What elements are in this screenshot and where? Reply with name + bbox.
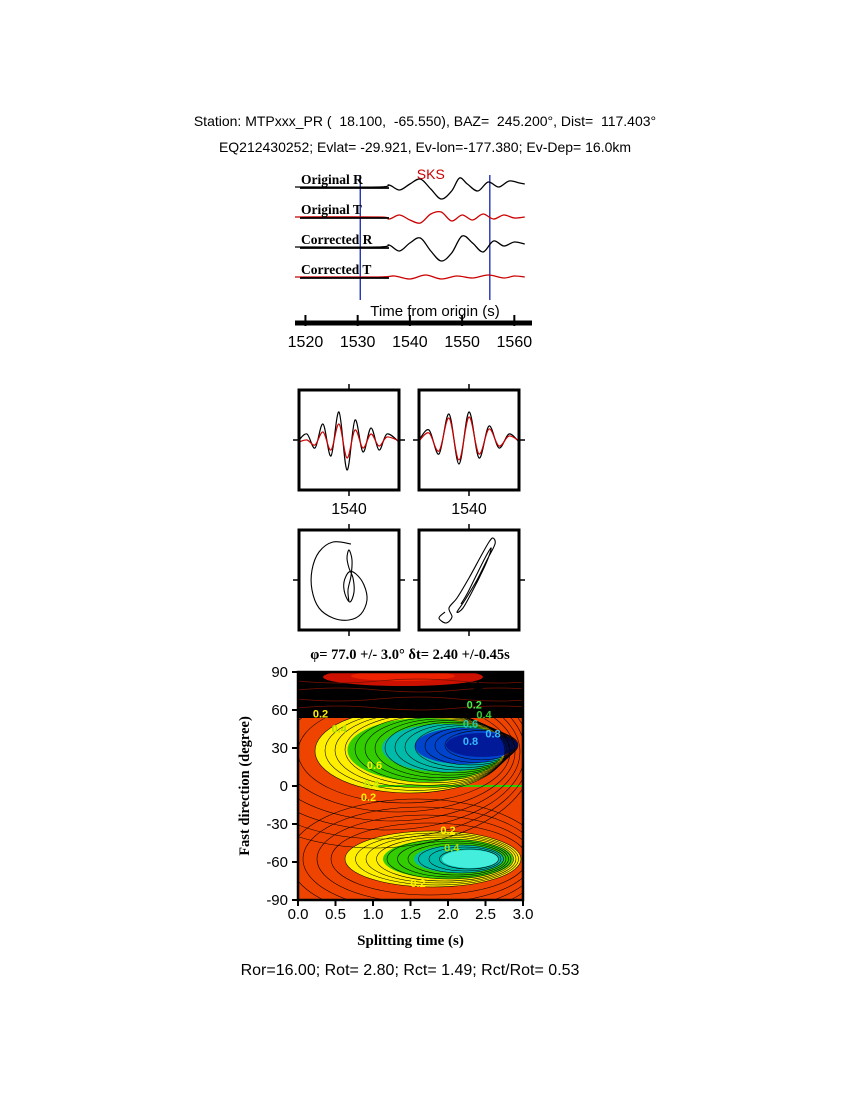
panel-tick-label: 1540 xyxy=(451,501,487,518)
y-tick-label: 0 xyxy=(280,778,288,795)
panel-frame xyxy=(297,528,401,632)
y-tick-label: 90 xyxy=(271,664,288,681)
particle-motion-left xyxy=(289,520,409,650)
phase-label: SKS xyxy=(417,166,445,182)
window-waveform-svg: 1540 xyxy=(413,384,525,518)
time-tick-label: 1560 xyxy=(497,334,533,351)
trace-label: Corrected T xyxy=(301,262,371,277)
window-waveform-svg: 1540 xyxy=(293,384,405,518)
contour-title: φ= 77.0 +/- 3.0° δt= 2.40 +/-0.45s xyxy=(310,647,510,663)
contour-level-label: 0.2 xyxy=(410,878,425,890)
y-tick-label: -60 xyxy=(266,854,288,871)
contour-level-label: 0.8 xyxy=(485,729,500,741)
panel-tick-label: 1540 xyxy=(331,501,367,518)
particle-motion-svg xyxy=(413,524,525,636)
contour-level-label: 0.6 xyxy=(463,718,478,730)
panel-frame xyxy=(417,388,521,492)
contour-level-label: 0.2 xyxy=(440,825,455,837)
contour-level-label: 0.2 xyxy=(361,792,376,804)
seismogram-svg: Original R Original T Corrected R Corrected… xyxy=(288,166,533,351)
x-tick-label: 1.5 xyxy=(400,906,421,923)
results-line: Ror=16.00; Rot= 2.80; Rct= 1.49; Rct/Rot… xyxy=(240,962,580,979)
trace xyxy=(294,235,525,262)
splitting-contour-chart: 0.2 0.4 0.2 0.4 0.6 0.8 0.8 0.6 0.4 0.2 0.2 0.4 0.2 0… xyxy=(250,655,550,945)
contour-level-label: 0.2 xyxy=(313,708,328,720)
contour-svg: 0.20.40.20.40.60.80.80.60.40.20.20.40.20… xyxy=(266,664,534,923)
contour-level-label: 0.4 xyxy=(332,724,348,736)
panel-frame xyxy=(417,528,521,632)
y-tick-label: -90 xyxy=(266,892,288,909)
time-tick-label: 1520 xyxy=(288,334,324,351)
seismogram-chart: Original R Original T Corrected R Corrected… xyxy=(288,165,535,360)
x-tick-label: 3.0 xyxy=(513,906,534,923)
trace xyxy=(294,177,525,200)
x-tick-label: 0.5 xyxy=(325,906,346,923)
particle-motion-svg xyxy=(293,524,405,636)
time-tick-label: 1530 xyxy=(340,334,376,351)
best-solution-star xyxy=(470,680,486,695)
window-trace xyxy=(298,411,400,471)
contour-level-label: 0.8 xyxy=(463,736,478,748)
x-tick-label: 0.0 xyxy=(288,906,309,923)
x-tick-label: 2.0 xyxy=(438,906,459,923)
x-tick-label: 2.5 xyxy=(475,906,496,923)
panel-frame xyxy=(297,388,401,492)
particle-path xyxy=(310,541,368,621)
particle-motion-right xyxy=(409,520,529,650)
contour-level-label: 0.6 xyxy=(367,760,382,772)
window-waveform-right: 1540 xyxy=(409,380,529,530)
trace xyxy=(294,210,525,224)
window-trace xyxy=(298,423,400,459)
particle-path xyxy=(438,537,496,624)
y-tick-label: 30 xyxy=(271,740,288,757)
time-axis-label: Time from origin (s) xyxy=(370,303,499,320)
trace-label: Original T xyxy=(301,202,362,217)
contour-level-label: 0.4 xyxy=(364,779,380,791)
window-waveform-left: 1540 xyxy=(289,380,409,530)
trace-label: Original R xyxy=(301,172,363,187)
contour-level-label: 0.4 xyxy=(444,843,460,855)
window-trace xyxy=(418,411,520,465)
contour-level-label: 0.4 xyxy=(476,710,492,722)
y-tick-label: -30 xyxy=(266,816,288,833)
contour-level-label: 0.2 xyxy=(467,699,482,711)
trace-label: Corrected R xyxy=(301,232,373,247)
event-header: EQ212430252; Evlat= -29.921, Ev-lon=-177… xyxy=(218,139,632,155)
time-tick-label: 1550 xyxy=(444,334,480,351)
contour-body xyxy=(298,672,523,900)
station-header: Station: MTPxxx_PR ( 18.100, -65.550), B… xyxy=(193,113,657,129)
y-tick-label: 60 xyxy=(271,702,288,719)
time-tick-label: 1540 xyxy=(392,334,428,351)
contour-xlabel: Splitting time (s) xyxy=(357,933,464,949)
x-tick-label: 1.0 xyxy=(363,906,384,923)
trace xyxy=(294,274,525,280)
window-trace xyxy=(418,416,520,461)
